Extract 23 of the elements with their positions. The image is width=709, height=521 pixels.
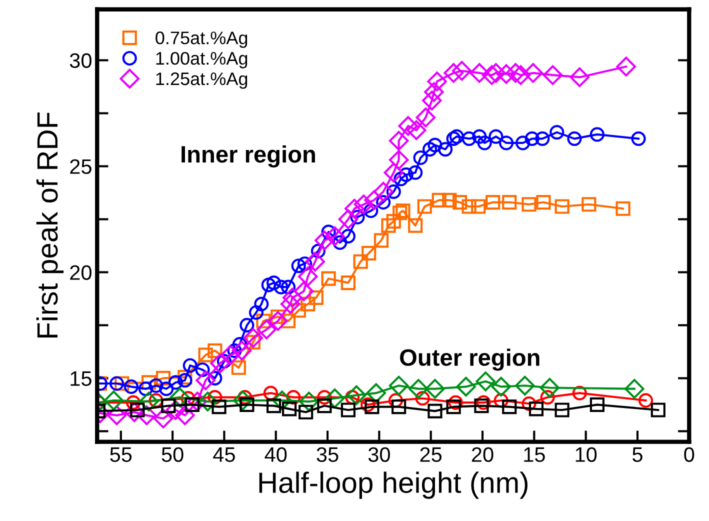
legend-label: 0.75at.%Ag [156, 32, 248, 48]
x-tick-label: 55 [110, 447, 132, 462]
x-tick-label: 35 [316, 447, 338, 462]
x-tick-label: 5 [632, 447, 642, 462]
x-tick-label: 10 [576, 447, 597, 462]
x-tick-label: 45 [213, 447, 235, 462]
y-tick-label: 30 [70, 53, 92, 68]
x-tick-label: 30 [368, 447, 390, 462]
y-tick-label: 25 [70, 159, 92, 174]
legend-label: 1.25at.%Ag [156, 72, 248, 89]
y-tick-label: 15 [70, 371, 92, 386]
y-axis-title: First peak of RDF [36, 112, 64, 338]
x-tick-label: 50 [162, 447, 184, 462]
x-tick-label: 40 [264, 447, 287, 462]
legend-label: 1.00at.%Ag [156, 52, 248, 68]
x-tick-label: 15 [524, 447, 545, 462]
x-tick-label: 25 [420, 447, 442, 462]
annotation: Inner region [182, 145, 315, 168]
x-axis-title: Half-loop height (nm) [259, 472, 528, 499]
y-tick-label: 20 [70, 265, 92, 280]
x-tick-label: 0 [684, 447, 694, 462]
annotation: Outer region [400, 348, 540, 371]
x-tick-label: 20 [472, 447, 494, 462]
